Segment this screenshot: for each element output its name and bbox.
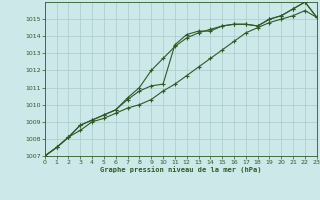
X-axis label: Graphe pression niveau de la mer (hPa): Graphe pression niveau de la mer (hPa) <box>100 167 261 173</box>
